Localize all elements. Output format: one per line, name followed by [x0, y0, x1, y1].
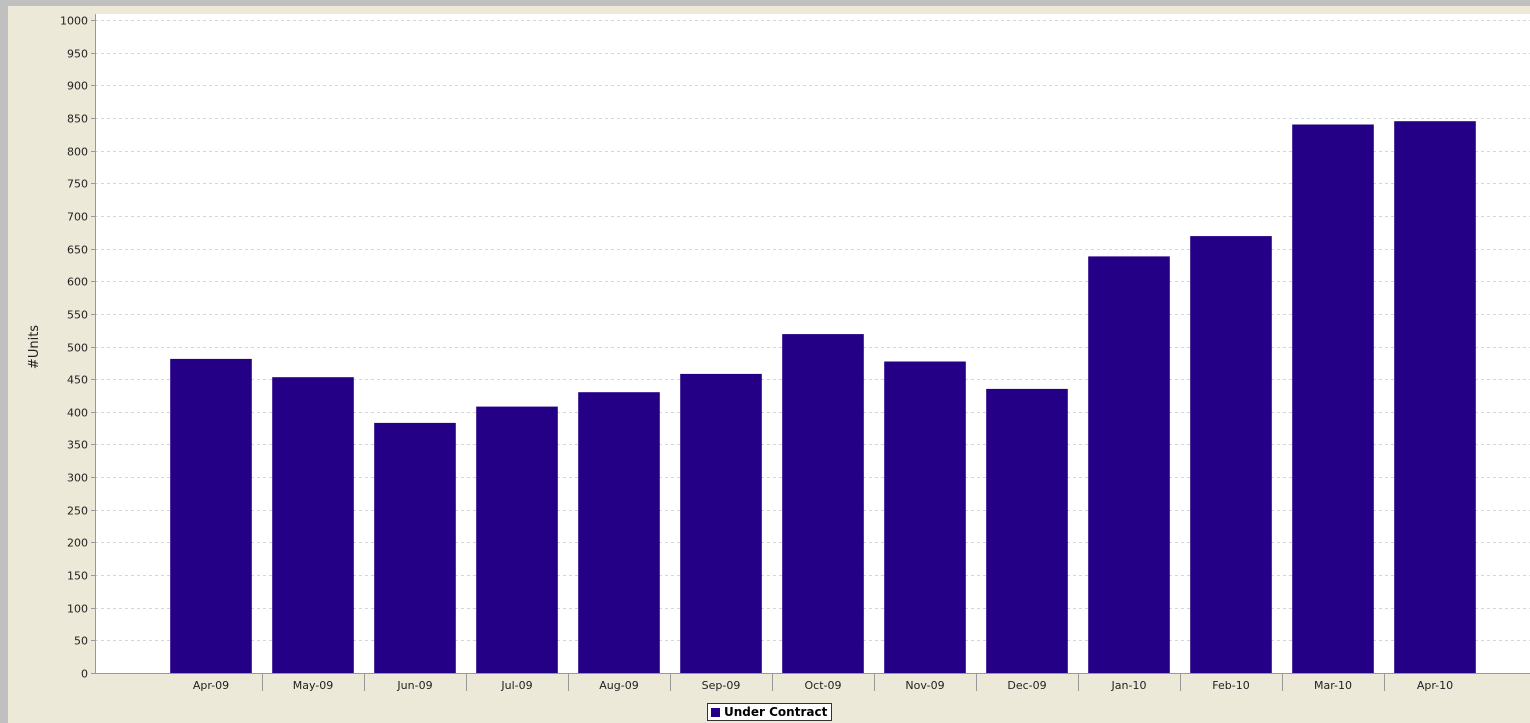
y-tick-label: 450	[67, 374, 88, 387]
y-tick-label: 650	[67, 244, 88, 257]
y-tick-label: 350	[67, 439, 88, 452]
y-tick-label: 500	[67, 342, 88, 355]
y-tick-label: 250	[67, 505, 88, 518]
y-tick-label: 600	[67, 276, 88, 289]
x-tick-label: Aug-09	[599, 679, 638, 692]
x-tick-label: Jun-09	[396, 679, 432, 692]
bar	[578, 392, 660, 673]
y-tick-label: 50	[74, 635, 88, 648]
bar	[374, 422, 456, 673]
x-tick-label: Oct-09	[805, 679, 842, 692]
x-tick-label: Sep-09	[702, 679, 741, 692]
x-tick-label: Feb-10	[1212, 679, 1249, 692]
axes	[91, 14, 1530, 691]
y-tick-label: 150	[67, 570, 88, 583]
chart-frame: 0 50 100 150 200 250 300 350 400 450 500 550 600 650 7…	[8, 6, 1530, 723]
y-tick-label: 200	[67, 537, 88, 550]
legend-swatch	[711, 707, 720, 717]
x-tick-label: Jul-09	[500, 679, 532, 692]
y-tick-label: 400	[67, 407, 88, 420]
x-tick-label: Jan-10	[1111, 679, 1147, 692]
y-tick-label: 100	[67, 603, 88, 616]
bar	[782, 334, 864, 673]
legend: Under Contract	[707, 703, 833, 721]
x-tick-label: Dec-09	[1007, 679, 1046, 692]
y-tick-labels: 0 50 100 150 200 250 300 350 400 450 500 550 600 650 7…	[60, 15, 88, 681]
y-tick-label: 750	[67, 178, 88, 191]
x-tick-label: May-09	[293, 679, 334, 692]
legend-label: Under Contract	[724, 705, 828, 719]
bar-chart: 0 50 100 150 200 250 300 350 400 450 500 550 600 650 7…	[27, 14, 1530, 692]
y-axis-label: #Units	[27, 325, 42, 369]
y-tick-label: 300	[67, 472, 88, 485]
bar	[1394, 121, 1476, 673]
y-tick-label: 700	[67, 211, 88, 224]
y-tick-label: 1000	[60, 15, 88, 28]
y-tick-label: 550	[67, 309, 88, 322]
bar	[272, 377, 354, 673]
bar	[170, 358, 252, 673]
bar	[1292, 124, 1374, 673]
y-tick-label: 900	[67, 80, 88, 93]
bar	[986, 388, 1068, 673]
x-tick-label: Nov-09	[905, 679, 944, 692]
y-tick-label: 850	[67, 113, 88, 126]
x-tick-label: Mar-10	[1314, 679, 1352, 692]
gridlines	[95, 20, 1530, 641]
bar	[1190, 236, 1272, 673]
bar	[680, 373, 762, 673]
bar	[1088, 256, 1170, 673]
y-tick-label: 950	[67, 48, 88, 61]
bar	[476, 406, 558, 673]
x-tick-label: Apr-09	[193, 679, 229, 692]
y-tick-label: 0	[81, 668, 88, 681]
bar	[884, 361, 966, 673]
x-tick-labels: Apr-09 May-09 Jun-09 Jul-09 Aug-09 Sep-09 Oct-…	[193, 679, 1453, 692]
x-tick-label: Apr-10	[1417, 679, 1453, 692]
y-tick-label: 800	[67, 146, 88, 159]
bars	[170, 121, 1476, 673]
